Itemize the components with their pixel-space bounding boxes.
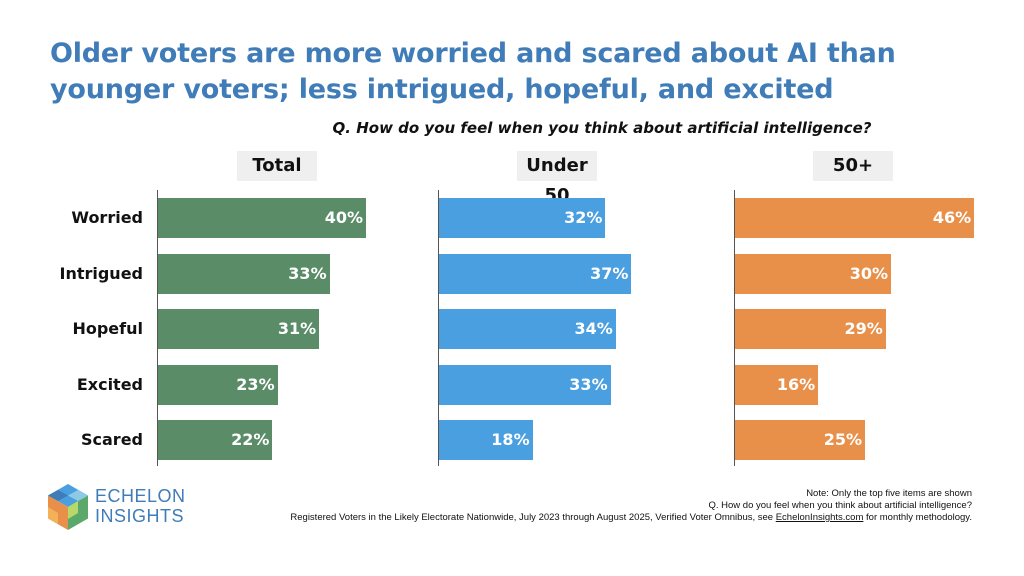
note-line-2: Q. How do you feel when you think about … (708, 500, 972, 511)
note-line-3-pre: Registered Voters in the Likely Electora… (290, 512, 776, 523)
bar-0-scared: 22% (158, 420, 273, 460)
bar-1-intrigued: 37% (439, 253, 632, 294)
category-label-worried: Worried (71, 208, 143, 227)
note-line-1: Note: Only the top five items are shown (806, 488, 972, 499)
cube-logo-icon (48, 484, 88, 530)
title-line-2: younger voters; less intrigued, hopeful,… (50, 74, 834, 105)
panel-header-1: Under 50 (517, 151, 597, 206)
category-label-scared: Scared (81, 430, 143, 449)
title-line-1: Older voters are more worried and scared… (50, 38, 896, 69)
logo-line-1: ECHELON (95, 486, 186, 506)
bar-1-excited: 33% (439, 364, 611, 405)
bar-0-excited: 23% (158, 364, 278, 405)
category-label-excited: Excited (76, 374, 143, 394)
bar-1-worried: 32% (439, 198, 606, 238)
bar-2-worried: 46% (735, 198, 975, 238)
bar-2-excited: 16% (735, 364, 819, 405)
panel-header-2: 50+ (813, 151, 893, 181)
footnotes: Note: Only the top five items are shown … (290, 488, 972, 524)
bar-2-scared: 25% (735, 420, 865, 460)
question-text: Q. How do you feel when you think about … (332, 119, 872, 137)
panel-axis-0 (157, 190, 158, 466)
bar-1-scared: 18% (439, 420, 533, 460)
bar-0-intrigued: 33% (158, 253, 330, 294)
methodology-link[interactable]: EchelonInsights.com (775, 512, 864, 523)
chart-title: Older voters are more worried and scared… (50, 36, 950, 108)
category-label-hopeful: Hopeful (72, 319, 143, 338)
bar-2-hopeful: 29% (735, 309, 886, 349)
note-line-3-post: for monthly methodology. (863, 512, 972, 523)
logo-text: ECHELON INSIGHTS (95, 486, 186, 526)
note-line-3: Registered Voters in the Likely Electora… (290, 512, 972, 524)
panel-axis-1 (438, 190, 439, 466)
bar-2-intrigued: 30% (735, 253, 891, 294)
bar-0-worried: 40% (158, 198, 366, 238)
category-label-intrigued: Intrigued (59, 263, 143, 283)
bar-0-hopeful: 31% (158, 309, 320, 349)
panel-header-0: Total (237, 151, 317, 181)
bar-1-hopeful: 34% (439, 309, 616, 349)
panel-axis-2 (734, 190, 735, 466)
logo-line-2: INSIGHTS (95, 506, 185, 526)
